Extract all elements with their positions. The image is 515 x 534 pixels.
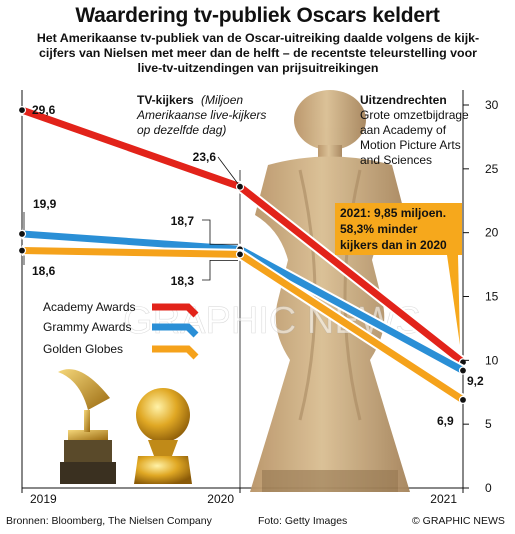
data-label: 18,7 <box>171 214 195 228</box>
y-tick-label: 5 <box>485 417 492 431</box>
y-tick-label: 25 <box>485 162 499 176</box>
tv-kijkers-annotation: TV-kijkers (Miljoen <box>137 93 243 107</box>
sources-credit: Bronnen: Bloomberg, The Nielsen Company <box>6 515 212 527</box>
tv-kijkers-note: (Miljoen <box>201 93 243 107</box>
data-point <box>17 229 27 239</box>
leader-line <box>202 259 238 281</box>
callout-line: 2021: 9,85 miljoen. <box>340 206 446 220</box>
data-label: 18,3 <box>171 274 195 288</box>
data-label: 23,6 <box>193 150 217 164</box>
data-point <box>235 182 245 191</box>
uitzendrechten-note: and Sciences <box>360 153 432 167</box>
y-tick-label: 0 <box>485 481 492 495</box>
golden-globe-trophy-image <box>134 388 192 484</box>
grammy-trophy-image <box>58 369 116 484</box>
y-tick-label: 10 <box>485 353 499 367</box>
y-tick-label: 15 <box>485 290 499 304</box>
subtitle-line: Het Amerikaanse tv-publiek van de Oscar-… <box>36 31 480 45</box>
tv-kijkers-label: TV-kijkers <box>137 93 194 107</box>
data-point <box>17 106 27 115</box>
data-point <box>235 250 245 259</box>
data-label: 19,9 <box>33 197 57 211</box>
uitzendrechten-note: Motion Picture Arts <box>360 138 461 152</box>
callout-line: kijkers dan in 2020 <box>340 238 447 252</box>
y-axis: 0 5 10 15 20 25 30 <box>463 98 499 495</box>
y-tick-label: 30 <box>485 98 499 112</box>
x-tick-label: 2021 <box>430 492 457 506</box>
photo-credit: Foto: Getty Images <box>258 515 348 527</box>
legend-label: Academy Awards <box>43 300 136 314</box>
copyright: © GRAPHIC NEWS <box>412 515 505 527</box>
legend-swatch <box>152 303 199 318</box>
data-label: 29,6 <box>32 103 56 117</box>
data-point <box>17 246 27 255</box>
page-title: Waardering tv-publiek Oscars keldert <box>75 4 440 27</box>
leader-line <box>217 156 239 184</box>
legend-swatch <box>152 345 199 360</box>
uitzendrechten-note: aan Academy of <box>360 123 447 137</box>
data-point <box>458 366 468 375</box>
legend-swatch <box>152 323 199 338</box>
tv-kijkers-note: op dezelfde dag) <box>137 123 226 137</box>
data-labels: 29,6 23,6 19,9 18,7 18,6 18,3 9,2 6,9 <box>23 103 484 428</box>
x-tick-label: 2019 <box>30 492 57 506</box>
legend: Academy Awards Grammy Awards Golden Globes <box>43 300 199 360</box>
x-tick-label: 2020 <box>207 492 234 506</box>
series-lines <box>17 104 468 405</box>
uitzendrechten-label: Uitzendrechten <box>360 93 447 107</box>
subtitle-line: cijfers van Nielsen met meer dan de helf… <box>39 46 477 60</box>
callout-line: 58,3% minder <box>340 222 418 236</box>
data-label: 18,6 <box>32 264 56 278</box>
data-label: 6,9 <box>437 414 454 428</box>
page-subtitle: Het Amerikaanse tv-publiek van de Oscar-… <box>8 31 508 76</box>
uitzendrechten-note: Grote omzetbijdrage <box>360 108 469 122</box>
tv-kijkers-note: Amerikaanse live-kijkers <box>136 108 266 122</box>
legend-label: Golden Globes <box>43 342 123 356</box>
y-tick-label: 20 <box>485 226 499 240</box>
subtitle-line: live-tv-uitzendingen van prijsuitreiking… <box>137 61 379 75</box>
data-point <box>458 395 468 405</box>
x-axis: 2019 2020 2021 <box>21 488 464 506</box>
callout-2021: 2021: 9,85 miljoen. 58,3% minder kijkers… <box>335 203 462 345</box>
leader-line <box>202 219 238 245</box>
legend-label: Grammy Awards <box>43 320 131 334</box>
data-label: 9,2 <box>467 374 484 388</box>
